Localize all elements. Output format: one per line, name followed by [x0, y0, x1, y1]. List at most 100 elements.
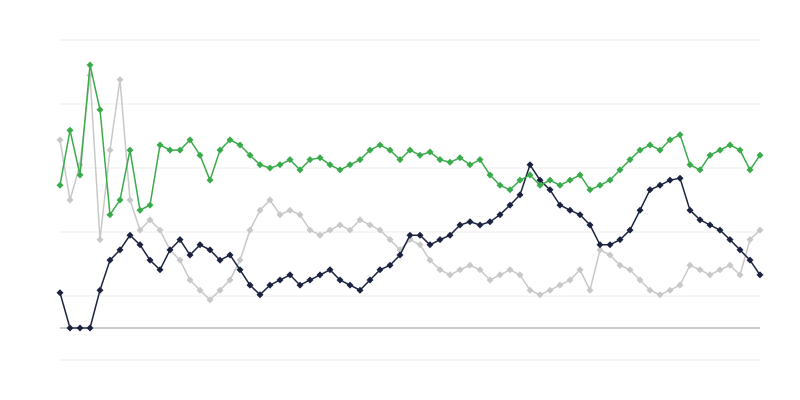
marker: [556, 201, 564, 209]
marker: [716, 226, 724, 234]
marker: [126, 231, 134, 239]
marker: [506, 186, 514, 194]
marker: [76, 171, 84, 179]
marker: [736, 271, 744, 279]
marker: [446, 271, 454, 279]
marker: [266, 164, 274, 172]
marker: [586, 221, 594, 229]
marker: [406, 146, 414, 154]
marker: [216, 256, 224, 264]
marker: [296, 211, 304, 219]
marker: [696, 216, 704, 224]
marker: [136, 206, 144, 214]
marker: [346, 281, 354, 289]
marker: [546, 176, 554, 184]
marker: [666, 136, 674, 144]
marker: [86, 61, 94, 69]
marker: [656, 181, 664, 189]
marker: [366, 221, 374, 229]
marker: [596, 246, 604, 254]
marker: [356, 286, 364, 294]
marker: [686, 206, 694, 214]
marker: [236, 256, 244, 264]
marker: [686, 161, 694, 169]
marker: [226, 136, 234, 144]
marker: [336, 166, 344, 174]
marker: [456, 266, 464, 274]
marker: [116, 246, 124, 254]
marker: [556, 181, 564, 189]
marker: [566, 276, 574, 284]
marker: [146, 201, 154, 209]
marker: [466, 261, 474, 269]
marker: [486, 218, 494, 226]
marker: [546, 186, 554, 194]
marker: [406, 231, 414, 239]
marker: [186, 251, 194, 259]
marker: [246, 226, 254, 234]
marker: [636, 206, 644, 214]
marker: [446, 231, 454, 239]
marker: [156, 226, 164, 234]
marker: [296, 166, 304, 174]
marker: [606, 241, 614, 249]
marker: [116, 76, 124, 84]
marker: [486, 171, 494, 179]
marker: [526, 171, 534, 179]
marker: [336, 276, 344, 284]
marker: [56, 289, 64, 297]
marker: [566, 176, 574, 184]
marker: [56, 181, 64, 189]
marker: [106, 211, 114, 219]
marker: [516, 191, 524, 199]
marker: [136, 226, 144, 234]
marker: [356, 216, 364, 224]
marker: [746, 236, 754, 244]
marker: [176, 256, 184, 264]
marker: [646, 286, 654, 294]
marker: [436, 266, 444, 274]
marker: [96, 106, 104, 114]
marker: [316, 271, 324, 279]
marker: [756, 271, 764, 279]
marker: [526, 286, 534, 294]
marker: [346, 161, 354, 169]
marker: [596, 241, 604, 249]
marker: [386, 236, 394, 244]
marker: [306, 276, 314, 284]
marker: [126, 196, 134, 204]
marker: [456, 154, 464, 162]
marker: [426, 256, 434, 264]
marker: [246, 151, 254, 159]
marker: [246, 281, 254, 289]
marker: [586, 186, 594, 194]
marker: [186, 136, 194, 144]
marker: [706, 221, 714, 229]
marker: [566, 206, 574, 214]
marker: [276, 161, 284, 169]
marker: [106, 256, 114, 264]
marker: [756, 151, 764, 159]
marker: [516, 271, 524, 279]
marker: [676, 131, 684, 139]
marker: [616, 166, 624, 174]
marker: [176, 146, 184, 154]
marker: [746, 256, 754, 264]
marker: [526, 161, 534, 169]
marker: [676, 174, 684, 182]
marker: [176, 236, 184, 244]
marker: [266, 196, 274, 204]
marker: [706, 271, 714, 279]
marker: [316, 231, 324, 239]
marker: [746, 166, 754, 174]
marker: [286, 206, 294, 214]
marker: [646, 186, 654, 194]
marker: [256, 206, 264, 214]
marker: [666, 176, 674, 184]
marker: [446, 158, 454, 166]
marker: [506, 266, 514, 274]
marker: [496, 271, 504, 279]
marker: [376, 266, 384, 274]
marker: [326, 266, 334, 274]
